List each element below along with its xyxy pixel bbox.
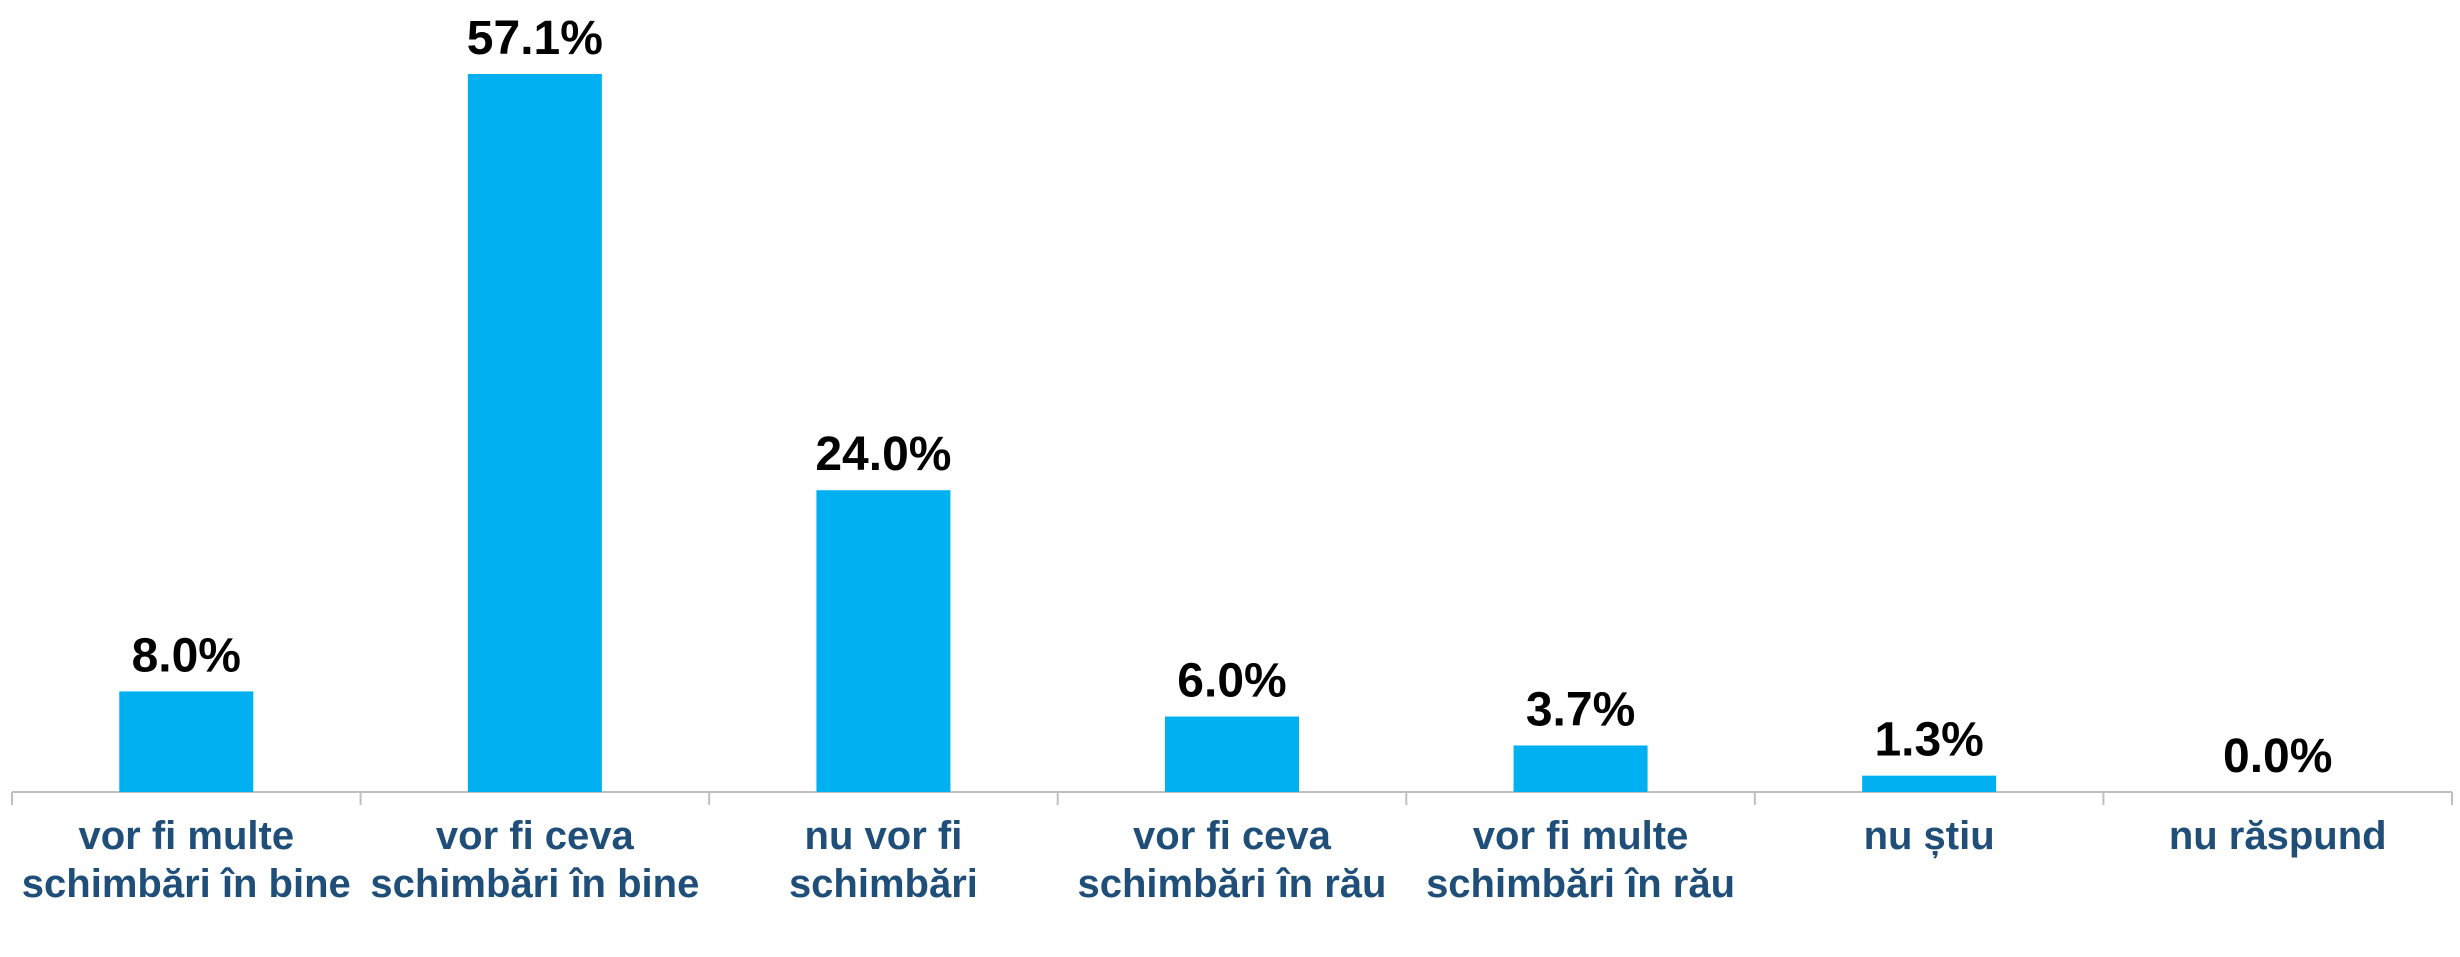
bar <box>816 490 951 792</box>
category-label: vor fi ceva schimbări în rău <box>1077 814 1387 906</box>
category-label: nu răspund <box>2168 814 2387 858</box>
value-label: 0.0% <box>2223 730 2332 783</box>
value-label: 8.0% <box>132 629 241 682</box>
value-label: 1.3% <box>1874 714 1983 767</box>
bar <box>1862 775 1997 792</box>
value-label: 6.0% <box>1177 655 1286 708</box>
category-label: vor fi ceva schimbări în bine <box>370 814 700 906</box>
category-label: vor fi multe schimbări în rău <box>1426 814 1736 906</box>
bar <box>1165 716 1299 792</box>
value-label: 57.1% <box>467 12 603 65</box>
category-label: nu știu <box>1863 814 1995 858</box>
value-label: 24.0% <box>815 428 951 481</box>
category-label: vor fi multe schimbări în bine <box>21 814 351 906</box>
category-label: nu vor fi schimbări <box>788 814 978 906</box>
bar <box>119 691 254 792</box>
bar <box>1513 745 1648 792</box>
bar <box>467 74 602 792</box>
value-label: 3.7% <box>1526 683 1635 736</box>
